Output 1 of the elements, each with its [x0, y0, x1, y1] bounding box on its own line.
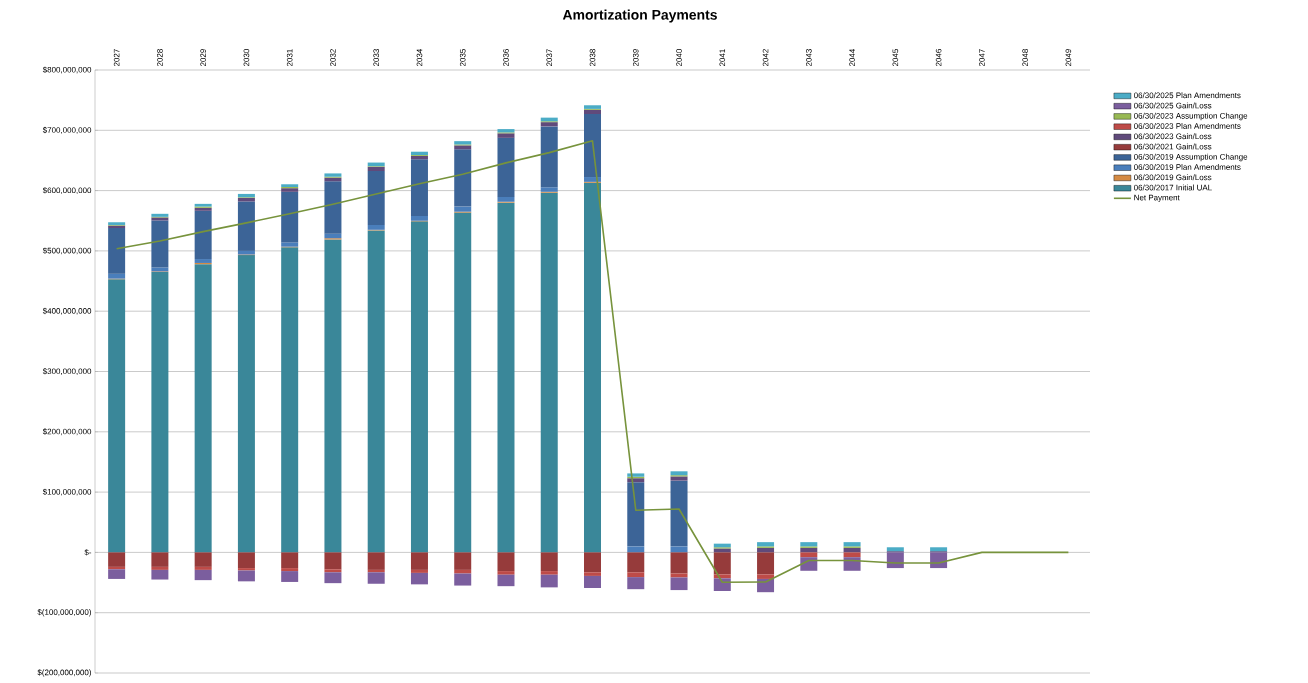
chart-title: Amortization Payments — [562, 9, 717, 23]
